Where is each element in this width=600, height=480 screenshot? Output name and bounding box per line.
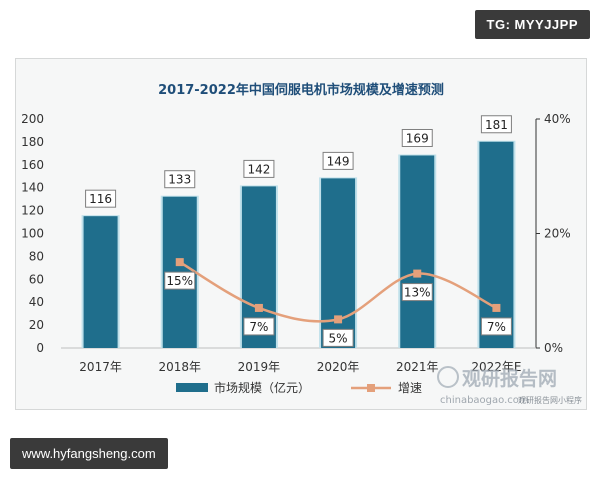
x-tick-label: 2019年: [238, 360, 281, 374]
x-tick-label: 2018年: [158, 360, 201, 374]
y-tick-label: 0: [36, 341, 44, 355]
bar-value-box: [322, 151, 354, 170]
bar-value-label: 169: [406, 131, 429, 145]
bar-value-box: [401, 128, 433, 147]
bar-value-label: 116: [89, 192, 112, 206]
growth-marker: [334, 315, 343, 324]
legend-label-line: 增速: [398, 381, 422, 395]
y-tick-label: 100: [21, 227, 44, 241]
bar-value-box: [243, 159, 275, 178]
watermark-cn: 观研报告网: [462, 367, 557, 390]
growth-value-box: [164, 271, 196, 290]
chart-card: 2017-2022年中国伺服电机市场规模及增速预测 0 20 40 60 80 100 120…: [15, 58, 587, 410]
bar: [400, 155, 435, 348]
growth-value-label: 7%: [487, 320, 506, 334]
bar: [479, 141, 514, 348]
y-tick-label: 200: [21, 112, 44, 126]
bar-value-label: 142: [247, 162, 270, 176]
watermark-domain: chinabaogao.com: [440, 395, 529, 406]
growth-value-label: 13%: [404, 286, 431, 300]
growth-value-box: [322, 328, 354, 347]
y-tick-label: 140: [21, 181, 44, 195]
y-tick-label: 180: [21, 135, 44, 149]
growth-value-box: [480, 317, 512, 336]
growth-value-box: [243, 317, 275, 336]
y2-tick-label: 0%: [544, 341, 563, 355]
growth-value-label: 15%: [166, 274, 193, 288]
growth-value-label: 7%: [249, 320, 268, 334]
bar-value-box: [85, 189, 117, 208]
bar-value-label: 133: [168, 173, 191, 187]
y-tick-label: 80: [29, 249, 44, 263]
chart-svg: 2017-2022年中国伺服电机市场规模及增速预测 0 20 40 60 80 100 120…: [21, 82, 582, 406]
growth-marker: [413, 269, 422, 278]
watermark-sub: 观研报告网小程序: [518, 395, 582, 405]
bar-value-label: 149: [327, 154, 350, 168]
y-tick-label: 160: [21, 158, 44, 172]
growth-marker: [492, 303, 501, 312]
legend-swatch-bar: [176, 383, 208, 392]
y-tick-label: 60: [29, 272, 44, 286]
bar: [83, 216, 118, 348]
bar-value-box: [164, 170, 196, 189]
chart-title: 2017-2022年中国伺服电机市场规模及增速预测: [158, 82, 444, 98]
growth-value-box: [401, 283, 433, 302]
y-tick-label: 120: [21, 204, 44, 218]
x-tick-label: 2022年E: [471, 360, 521, 374]
growth-marker: [254, 303, 263, 312]
y2-tick-label: 40%: [544, 112, 571, 126]
x-tick-label: 2017年: [79, 360, 122, 374]
y2-tick-label: 20%: [544, 227, 571, 241]
x-tick-label: 2020年: [317, 360, 360, 374]
y-tick-label: 40: [29, 295, 44, 309]
legend-label-bar: 市场规模（亿元）: [214, 380, 310, 395]
growth-value-label: 5%: [329, 331, 348, 345]
y-tick-label: 20: [29, 318, 44, 332]
bar-value-label: 181: [485, 118, 508, 132]
growth-marker: [175, 258, 184, 267]
website-url-badge[interactable]: www.hyfangsheng.com: [10, 438, 168, 469]
legend-swatch-marker: [367, 384, 375, 392]
bar-value-box: [480, 115, 512, 134]
x-tick-label: 2021年: [396, 360, 439, 374]
telegram-badge: TG: MYYJJPP: [474, 10, 590, 39]
watermark-logo-icon: [437, 366, 459, 388]
